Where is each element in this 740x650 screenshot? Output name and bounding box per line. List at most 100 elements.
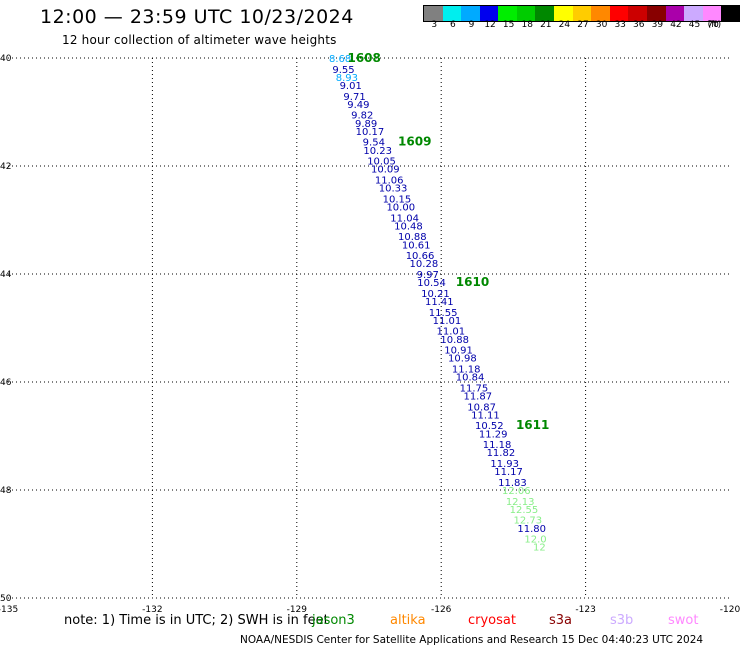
- legend-swatch: [609, 6, 629, 21]
- legend-label: 24: [558, 20, 571, 30]
- wave-height-point: 10.84: [456, 373, 485, 384]
- wave-height-point: 9.54: [363, 138, 385, 149]
- legend-unit: (ft): [707, 20, 722, 30]
- wave-height-point: 9.55: [332, 65, 354, 76]
- mission-s3a: s3a: [549, 613, 573, 628]
- wave-height-point: 10.88: [440, 335, 469, 346]
- mission-swot: swot: [668, 613, 699, 628]
- latitude-label: 44: [0, 270, 12, 280]
- legend-swatch: [591, 6, 610, 21]
- wave-height-point: 10.54: [417, 278, 446, 289]
- wave-height-point: 10.15: [383, 194, 412, 205]
- legend-swatch: [442, 6, 462, 21]
- mission-s3b: s3b: [610, 613, 634, 628]
- pass-time-label: 1609: [398, 135, 431, 149]
- latitude-label: 42: [0, 162, 11, 172]
- wave-height-point: 10.88: [398, 232, 427, 243]
- latitude-label: 40: [0, 54, 12, 64]
- wave-height-point: 9.71: [343, 92, 365, 103]
- pass-time-label: 1608: [347, 51, 380, 65]
- legend-swatch: [665, 6, 685, 21]
- mission-altika: altika: [390, 613, 426, 628]
- wave-height-point: 11.29: [479, 429, 508, 440]
- wave-height-point: 12.0: [524, 535, 546, 546]
- longitude-label: -135: [0, 605, 18, 615]
- wave-height-point: 11.75: [460, 383, 489, 394]
- wave-height-point: 11.41: [425, 297, 454, 308]
- wave-height-point: 11.83: [498, 478, 527, 489]
- legend-label: 6: [450, 20, 456, 30]
- wave-height-point: 10.00: [386, 203, 415, 214]
- wave-height-point: 11.82: [487, 448, 516, 459]
- legend-label: 9: [468, 20, 475, 30]
- longitude-label: -132: [142, 605, 162, 615]
- longitude-label: -123: [575, 605, 595, 615]
- color-legend-labels: 3 6 9 12 15 18 21 24 27 30 33 36 39 42 45 70 (ft): [423, 20, 739, 34]
- wave-height-point: 11.93: [490, 459, 519, 470]
- latitude-label: 48: [0, 486, 12, 496]
- legend-swatch: [684, 6, 703, 21]
- wave-height-point: 12.73: [514, 516, 543, 527]
- wave-height-point: 10.09: [371, 165, 400, 176]
- wave-height-point: 9.82: [351, 111, 373, 122]
- legend-label: 15: [502, 20, 515, 30]
- legend-label: 39: [651, 20, 664, 30]
- longitude-label: -120: [720, 605, 740, 615]
- legend-swatch: [461, 6, 480, 21]
- legend-swatch: [702, 6, 722, 21]
- legend-label: 21: [540, 20, 552, 30]
- legend-label: 3: [431, 20, 438, 30]
- legend-label: 33: [614, 20, 626, 30]
- wave-height-point: 9.97: [417, 270, 439, 281]
- page-subtitle: 12 hour collection of altimeter wave hei…: [62, 33, 337, 47]
- mission-jason3: jason3: [312, 613, 355, 628]
- wave-height-point: 12.06: [502, 486, 531, 497]
- color-legend: [423, 5, 740, 22]
- wave-height-point: 11.11: [471, 410, 500, 421]
- legend-label: 12: [484, 20, 496, 30]
- legend-swatch: [572, 6, 592, 21]
- wave-height-point: 10.23: [363, 146, 392, 157]
- wave-height-point: 10.28: [410, 259, 439, 270]
- latitude-label: 50: [0, 594, 12, 604]
- page-title: 12:00 — 23:59 UTC 10/23/2024: [40, 6, 354, 28]
- legend-label: 18: [521, 20, 533, 30]
- wave-height-point: 10.98: [448, 354, 477, 365]
- wave-height-point: 11.06: [375, 176, 404, 187]
- wave-height-point: 11.18: [483, 440, 512, 451]
- wave-height-point: 11.87: [463, 392, 492, 403]
- wave-height-point: 11.80: [517, 524, 546, 535]
- longitude-label: -126: [431, 605, 452, 615]
- legend-swatch: [424, 6, 443, 21]
- wave-height-point: 10.52: [475, 421, 504, 432]
- wave-height-point: 12.55: [510, 505, 539, 516]
- legend-label: 36: [633, 20, 645, 30]
- wave-height-point: 11.55: [429, 308, 458, 319]
- legend-swatch: [554, 6, 573, 21]
- wave-height-point: 11.01: [433, 316, 462, 327]
- wave-height-point: 10.21: [421, 289, 450, 300]
- wave-height-point: 10.61: [402, 240, 431, 251]
- wave-height-point: 11.17: [494, 467, 523, 478]
- wave-height-point: 11.18: [452, 365, 481, 376]
- legend-label: 42: [670, 20, 682, 30]
- credit-line: NOAA/NESDIS Center for Satellite Applica…: [240, 634, 704, 646]
- legend-swatch: [535, 6, 555, 21]
- wave-height-point: 8.93: [336, 73, 358, 84]
- wave-height-point: 11.04: [390, 213, 419, 224]
- wave-height-point: 10.05: [367, 157, 396, 168]
- wave-height-point: 11.01: [437, 327, 466, 338]
- legend-swatch: [479, 6, 499, 21]
- legend-label: 30: [595, 20, 608, 30]
- legend-swatch: [721, 6, 740, 21]
- legend-label: 27: [577, 20, 589, 30]
- wave-height-point: 8.68: [329, 54, 351, 65]
- wave-height-point: 9.89: [355, 119, 377, 130]
- wave-height-point: 10.66: [406, 251, 435, 262]
- wave-height-point: 10.87: [467, 402, 496, 413]
- legend-swatch: [498, 6, 517, 21]
- legend-swatch: [516, 6, 536, 21]
- wave-height-point: 10.17: [356, 127, 385, 138]
